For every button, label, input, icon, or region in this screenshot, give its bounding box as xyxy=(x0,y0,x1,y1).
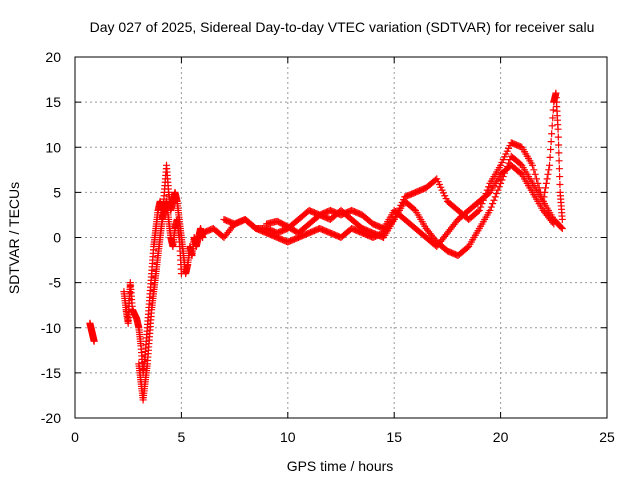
data-point xyxy=(544,170,552,178)
data-point xyxy=(541,188,549,196)
data-point xyxy=(548,218,556,226)
data-point xyxy=(474,208,482,216)
y-tick-label: -20 xyxy=(41,410,61,426)
data-point xyxy=(545,166,553,174)
data-points xyxy=(86,89,566,404)
y-tick-label: 10 xyxy=(45,139,61,155)
y-tick-label: -5 xyxy=(49,275,62,291)
data-point xyxy=(554,125,562,133)
data-point xyxy=(558,224,566,232)
data-point xyxy=(556,173,564,181)
data-point xyxy=(549,114,557,122)
data-point xyxy=(491,193,499,201)
data-point xyxy=(549,106,557,114)
y-tick-label: 5 xyxy=(53,184,61,200)
series-seg-a xyxy=(86,319,98,345)
x-tick-label: 20 xyxy=(493,429,509,445)
x-tick-label: 0 xyxy=(71,429,79,445)
data-point xyxy=(477,203,485,211)
x-tick-label: 5 xyxy=(178,429,186,445)
data-point xyxy=(557,223,565,231)
data-point xyxy=(529,161,537,169)
data-point xyxy=(546,161,554,169)
data-point xyxy=(540,193,548,201)
data-point xyxy=(177,270,185,278)
y-tick-label: 0 xyxy=(53,230,61,246)
data-point xyxy=(475,206,483,214)
data-point xyxy=(542,179,550,187)
y-tick-label: 20 xyxy=(45,49,61,65)
data-point xyxy=(547,138,555,146)
data-point xyxy=(554,133,562,141)
data-point xyxy=(493,190,501,198)
chart-title: Day 027 of 2025, Sidereal Day-to-day VTE… xyxy=(90,19,595,35)
axis-ticks: 0 5 10 15 20 25 -20 -15 -10 -5 0 5 10 15 20 xyxy=(41,49,615,445)
data-point xyxy=(533,175,541,183)
data-point xyxy=(487,203,495,211)
y-tick-label: 15 xyxy=(45,94,61,110)
data-point xyxy=(546,153,554,161)
data-point xyxy=(547,146,555,154)
data-point xyxy=(486,206,494,214)
data-point xyxy=(534,179,542,187)
y-tick-label: -15 xyxy=(41,365,61,381)
data-point xyxy=(489,200,497,208)
data-point xyxy=(558,215,566,223)
data-point xyxy=(548,122,556,130)
data-point xyxy=(555,165,563,173)
y-tick-label: -10 xyxy=(41,320,61,336)
data-point xyxy=(542,184,550,192)
data-point xyxy=(90,337,98,345)
series-seg-e xyxy=(263,161,558,251)
data-point xyxy=(555,157,563,165)
data-point xyxy=(531,170,539,178)
x-tick-label: 25 xyxy=(599,429,615,445)
data-point xyxy=(490,196,498,204)
data-point xyxy=(550,220,558,228)
x-tick-label: 10 xyxy=(280,429,296,445)
data-point xyxy=(494,186,502,194)
data-point xyxy=(543,175,551,183)
x-tick-label: 15 xyxy=(386,429,402,445)
data-point xyxy=(548,130,556,138)
data-point xyxy=(556,180,564,188)
data-point xyxy=(535,184,543,192)
data-point xyxy=(555,149,563,157)
data-point xyxy=(555,141,563,149)
series-seg-b2 xyxy=(135,197,185,404)
series-seg-d xyxy=(220,89,566,241)
y-axis-label: SDTVAR / TECUs xyxy=(6,182,22,294)
data-point xyxy=(495,183,503,191)
data-point xyxy=(530,166,538,174)
x-axis-label: GPS time / hours xyxy=(287,458,394,474)
